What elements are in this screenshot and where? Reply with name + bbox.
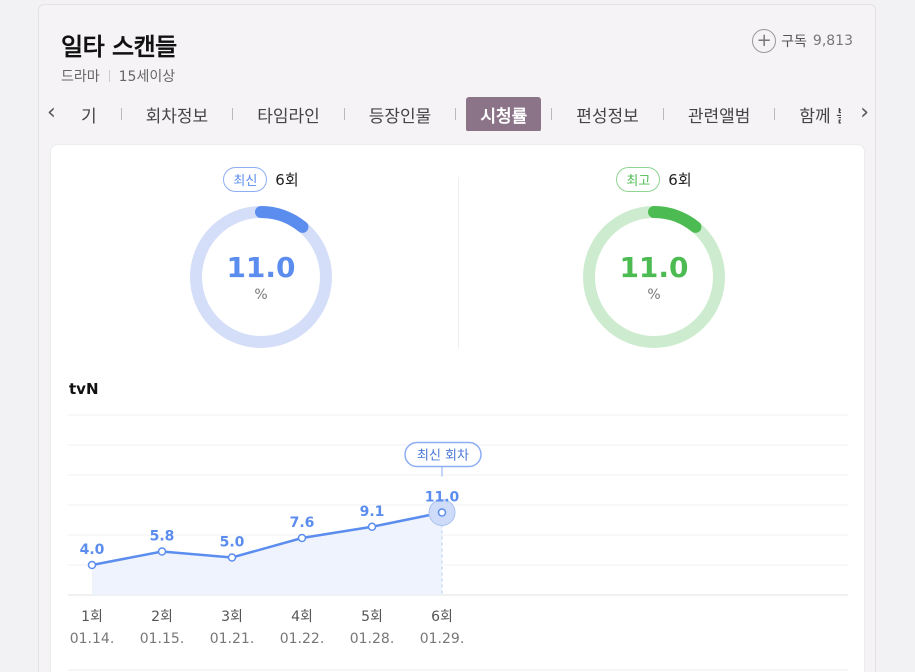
tab-1[interactable]: 회차정보	[145, 106, 209, 127]
highest-rating-value: 11.0	[619, 251, 689, 284]
subscribe-button[interactable]: + 구독 9,813	[752, 29, 853, 53]
tab-divider	[455, 108, 457, 120]
tab-3[interactable]: 등장인물	[368, 106, 432, 127]
tab-divider	[120, 108, 122, 120]
ratings-card: 최신 6회 11.0 % 최고 6회 11.0 % tvN 4.0 1회 01.14…	[50, 144, 865, 672]
tab-divider	[343, 108, 345, 120]
age-rating-label: 15세이상	[118, 69, 176, 85]
tab-divider	[774, 108, 776, 120]
x-tick-date: 01.21.	[210, 631, 255, 647]
tab-6[interactable]: 관련앨범	[687, 106, 751, 127]
tab-5[interactable]: 편성정보	[576, 106, 639, 127]
network-label: tvN	[69, 380, 99, 398]
meta-divider	[108, 70, 110, 82]
subscribe-label: 구독	[781, 34, 807, 50]
x-tick-episode: 2회	[151, 609, 173, 625]
tab-0[interactable]: 기	[81, 106, 97, 127]
highest-badge: 최고	[616, 167, 661, 192]
program-meta: 드라마 15세이상	[61, 66, 175, 86]
rings-divider	[458, 177, 459, 349]
x-tick-episode: 5회	[361, 609, 383, 625]
highest-rating-unit: %	[647, 287, 661, 303]
tab-list: 기 회차정보 타임라인 등장인물 시청률 편성정보 관련앨범 함께 볼만한 드	[75, 97, 841, 131]
x-tick-episode: 1회	[81, 609, 103, 625]
tab-4[interactable]: 시청률	[466, 97, 542, 131]
highest-rating-block: 최고 6회 11.0 %	[524, 145, 784, 355]
tab-2[interactable]: 타임라인	[257, 106, 320, 127]
data-label: 5.8	[150, 529, 175, 545]
series-line	[91, 511, 443, 567]
x-tick-date: 01.22.	[280, 631, 325, 647]
data-point[interactable]	[297, 533, 307, 543]
x-tick-date: 01.28.	[350, 631, 395, 647]
ratings-line-chart: 4.0 1회 01.14. 5.8 2회 01.15. 5.0 3회 01.21. 7.6 4회 01…	[68, 414, 848, 671]
x-tick-date: 01.15.	[140, 631, 185, 647]
data-point[interactable]	[367, 522, 377, 531]
data-label: 11.0	[425, 490, 460, 506]
chevron-left-icon[interactable]: ‹	[47, 100, 56, 125]
latest-episode-tag-label: 최신 회차	[417, 449, 469, 464]
subscriber-count: 9,813	[812, 33, 853, 49]
data-point[interactable]	[87, 560, 97, 570]
x-tick-date: 01.29.	[420, 631, 465, 647]
latest-episode: 6회	[275, 171, 299, 189]
latest-ring-progress	[190, 206, 332, 348]
program-panel: 일타 스캔들 드라마 15세이상 + 구독 9,813 ‹ 기 회차정보 타임라인 등…	[38, 4, 876, 672]
latest-rating-unit: %	[254, 287, 268, 303]
latest-rating-ring: 11.0 %	[189, 205, 333, 349]
x-tick-date: 01.14.	[70, 631, 115, 647]
data-label: 4.0	[80, 542, 105, 558]
x-tick-episode: 4회	[291, 609, 313, 625]
highest-episode: 6회	[668, 171, 692, 189]
genre-label: 드라마	[61, 69, 100, 85]
data-point[interactable]	[157, 547, 167, 556]
series-area	[92, 512, 442, 595]
x-tick-episode: 3회	[221, 609, 243, 625]
chevron-right-icon[interactable]: ›	[860, 100, 869, 125]
data-point[interactable]	[227, 553, 237, 562]
latest-rating-value: 11.0	[226, 251, 296, 284]
highest-rating-ring: 11.0 %	[582, 205, 726, 349]
tab-divider	[551, 108, 553, 120]
program-title: 일타 스캔들	[61, 33, 177, 61]
data-point[interactable]	[437, 508, 447, 517]
tab-divider	[232, 108, 234, 120]
latest-episode-tag	[404, 441, 482, 468]
x-tick-episode: 6회	[431, 609, 453, 625]
tab-bar: ‹ 기 회차정보 타임라인 등장인물 시청률 편성정보 관련앨범 함께 볼만한 드 ›	[39, 97, 877, 131]
plus-icon: +	[752, 29, 777, 53]
highest-ring-progress	[583, 206, 725, 348]
tab-divider	[662, 108, 664, 120]
latest-rating-block: 최신 6회 11.0 %	[131, 145, 391, 355]
latest-badge: 최신	[223, 167, 268, 192]
data-label: 5.0	[220, 535, 245, 551]
data-label: 7.6	[290, 515, 315, 531]
data-label: 9.1	[360, 504, 385, 520]
tab-7[interactable]: 함께 볼만한 드	[799, 106, 841, 127]
